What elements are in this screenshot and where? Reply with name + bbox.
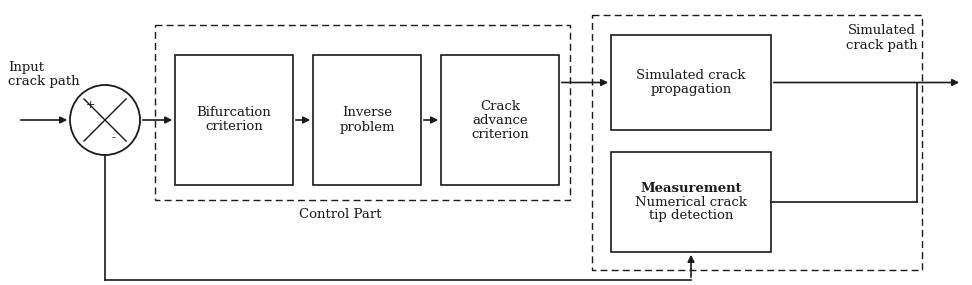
Text: -: - [112,131,116,144]
Bar [611,35,771,130]
Text: Control Part: Control Part [298,209,381,221]
Text: Simulated crack: Simulated crack [637,69,746,82]
Text: Bifurcation: Bifurcation [196,107,271,119]
Bar [611,152,771,252]
Text: +: + [86,100,95,110]
Text: Crack: Crack [480,99,520,113]
Text: crack path: crack path [847,40,918,52]
Text: Input: Input [8,62,44,74]
Text: Measurement: Measurement [641,182,742,194]
Text: propagation: propagation [650,83,732,96]
Text: criterion: criterion [471,127,529,141]
Bar [592,15,922,270]
Text: Inverse: Inverse [342,107,392,119]
Text: problem: problem [339,121,395,133]
Text: Numerical crack: Numerical crack [635,196,747,209]
Bar [175,55,293,185]
Text: Simulated: Simulated [848,23,916,36]
Text: advance: advance [472,113,528,127]
Text: tip detection: tip detection [649,209,733,223]
Text: criterion: criterion [205,121,262,133]
Bar [441,55,559,185]
Bar [155,25,570,200]
Text: crack path: crack path [8,76,80,89]
Bar [313,55,421,185]
